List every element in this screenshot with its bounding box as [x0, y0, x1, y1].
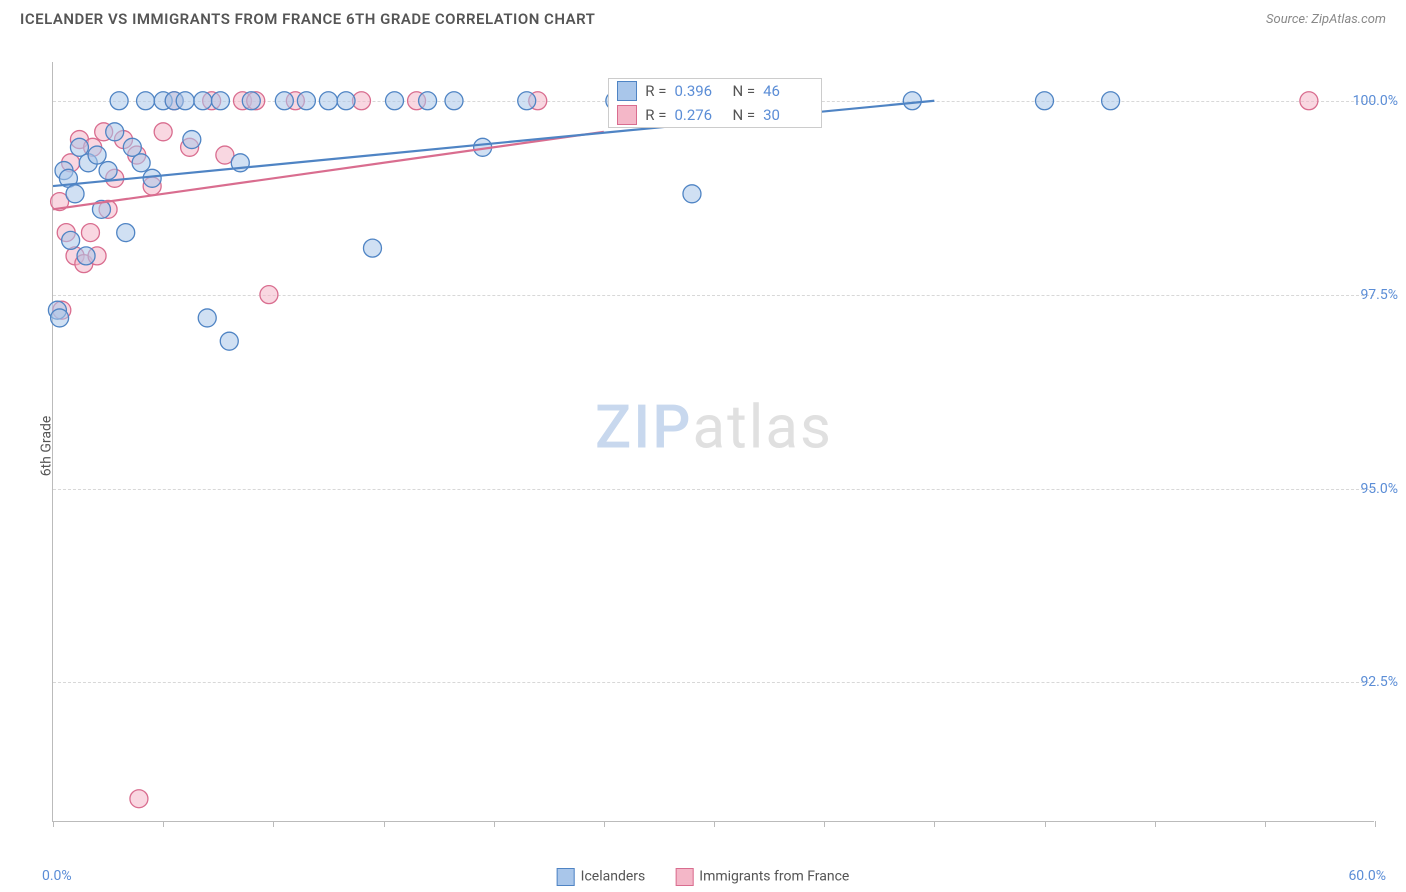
- chart-title: ICELANDER VS IMMIGRANTS FROM FRANCE 6TH …: [20, 10, 595, 28]
- data-point: [518, 92, 536, 110]
- x-tick: [1045, 821, 1046, 827]
- x-axis-min-label: 0.0%: [42, 868, 72, 884]
- data-point: [143, 169, 161, 187]
- data-point: [88, 146, 106, 164]
- data-point: [137, 92, 155, 110]
- stat-legend: R =0.396 N =46 R =0.276 N =30: [608, 78, 822, 128]
- legend-item-b: Immigrants from France: [675, 868, 849, 886]
- data-point: [242, 92, 260, 110]
- plot-area: ZIPatlas R =0.396 N =46 R =0.276 N =30: [52, 62, 1374, 822]
- data-point: [132, 154, 150, 172]
- x-axis-max-label: 60.0%: [1348, 868, 1386, 884]
- x-tick: [714, 821, 715, 827]
- data-point: [419, 92, 437, 110]
- data-point: [903, 92, 921, 110]
- data-point: [77, 247, 95, 265]
- data-point: [81, 224, 99, 242]
- legend-swatch-b: [675, 868, 693, 886]
- x-tick: [53, 821, 54, 827]
- data-point: [62, 231, 80, 249]
- data-point: [220, 332, 238, 350]
- stat-swatch: [617, 81, 637, 101]
- stat-row: R =0.276 N =30: [609, 103, 821, 127]
- y-tick-label: 97.5%: [1360, 287, 1398, 303]
- data-point: [445, 92, 463, 110]
- data-point: [319, 92, 337, 110]
- chart-header: ICELANDER VS IMMIGRANTS FROM FRANCE 6TH …: [0, 0, 1406, 34]
- data-point: [297, 92, 315, 110]
- data-point: [51, 309, 69, 327]
- x-tick: [824, 821, 825, 827]
- data-point: [194, 92, 212, 110]
- series-legend: Icelanders Immigrants from France: [557, 868, 850, 886]
- x-tick: [1155, 821, 1156, 827]
- scatter-svg: [53, 62, 1374, 821]
- x-tick: [934, 821, 935, 827]
- stat-row: R =0.396 N =46: [609, 79, 821, 103]
- x-tick: [604, 821, 605, 827]
- y-tick-label: 92.5%: [1360, 674, 1398, 690]
- source-attribution: Source: ZipAtlas.com: [1266, 12, 1386, 27]
- data-point: [386, 92, 404, 110]
- x-tick: [1265, 821, 1266, 827]
- data-point: [275, 92, 293, 110]
- data-point: [363, 239, 381, 257]
- data-point: [183, 131, 201, 149]
- legend-item-a: Icelanders: [557, 868, 646, 886]
- x-tick: [273, 821, 274, 827]
- legend-swatch-a: [557, 868, 575, 886]
- data-point: [1102, 92, 1120, 110]
- data-point: [130, 790, 148, 808]
- y-tick-label: 100.0%: [1353, 93, 1398, 109]
- stat-swatch: [617, 105, 637, 125]
- data-point: [106, 123, 124, 141]
- y-tick-label: 95.0%: [1360, 481, 1398, 497]
- x-tick: [494, 821, 495, 827]
- x-tick: [163, 821, 164, 827]
- x-tick: [384, 821, 385, 827]
- data-point: [1036, 92, 1054, 110]
- data-point: [110, 92, 128, 110]
- data-point: [1300, 92, 1318, 110]
- data-point: [683, 185, 701, 203]
- data-point: [117, 224, 135, 242]
- data-point: [260, 286, 278, 304]
- data-point: [66, 185, 84, 203]
- data-point: [198, 309, 216, 327]
- data-point: [176, 92, 194, 110]
- data-point: [211, 92, 229, 110]
- data-point: [99, 162, 117, 180]
- data-point: [154, 123, 172, 141]
- x-tick: [1375, 821, 1376, 827]
- data-point: [337, 92, 355, 110]
